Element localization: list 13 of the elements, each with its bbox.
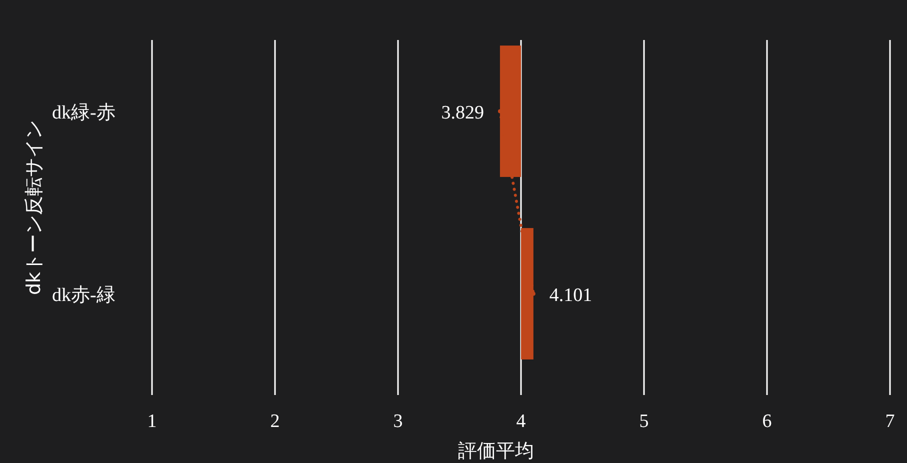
y-tick-label: dk緑-赤 — [52, 102, 116, 124]
data-label: 4.101 — [549, 284, 592, 306]
x-tick-label: 3 — [393, 411, 403, 432]
x-axis-title: 評価平均 — [458, 440, 534, 462]
y-tick-label: dk赤-緑 — [52, 284, 116, 306]
x-tick-label: 1 — [147, 411, 157, 432]
x-tick-label: 5 — [639, 411, 649, 432]
x-tick-label: 4 — [516, 411, 526, 432]
x-tick-label: 2 — [270, 411, 280, 432]
y-axis-title: dkトーン反転サイン — [23, 120, 45, 296]
x-tick-label: 6 — [762, 411, 772, 432]
data-label: 3.829 — [441, 102, 484, 124]
x-tick-label: 7 — [885, 411, 895, 432]
